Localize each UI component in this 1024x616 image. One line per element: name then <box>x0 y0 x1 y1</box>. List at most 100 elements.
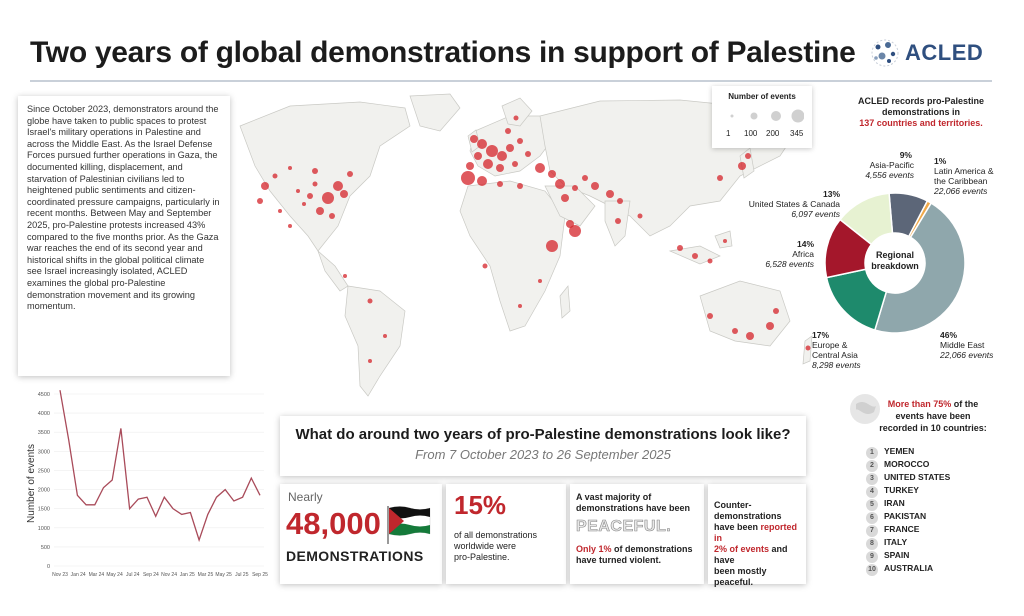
country-list-item: 5 IRAN <box>866 498 905 511</box>
label-asia-pacific-text: Asia-Pacific 4,556 events <box>865 160 914 180</box>
label-us-canada: 13% United States & Canada 6,097 events <box>748 189 840 219</box>
map-legend: Number of events 1 100 200 345 <box>712 86 812 148</box>
counter-text: Counter-demonstrations have been reporte… <box>714 500 798 587</box>
page-title: Two years of global demonstrations in su… <box>30 36 856 69</box>
y-tick-label: 3000 <box>38 449 50 455</box>
map-legend-value-200: 200 <box>766 129 780 138</box>
x-tick-label: May 25 <box>215 572 232 578</box>
map-legend-value-345: 345 <box>790 129 804 138</box>
palestine-flag-icon <box>387 506 431 544</box>
country-list-item: 1 YEMEN <box>866 446 914 459</box>
y-tick-label: 3500 <box>38 430 50 436</box>
rank-badge: 10 <box>866 564 878 576</box>
label-middle-east: 46% Middle East 22,066 events <box>940 330 994 360</box>
country-list-item: 3 UNITED STATES <box>866 472 950 485</box>
rank-badge: 6 <box>866 512 878 524</box>
world-event-map <box>220 86 820 404</box>
x-tick-label: Jan 24 <box>71 572 86 578</box>
card-peaceful: A vast majority of demonstrations have b… <box>570 484 704 584</box>
country-name: IRAN <box>884 498 905 508</box>
big-number: 48,000 <box>286 506 381 541</box>
nearly-label: Nearly <box>288 490 323 504</box>
donut-center-label: Regional breakdown <box>862 250 928 272</box>
series-line <box>59 390 261 543</box>
x-tick-label: Jul 25 <box>235 572 249 578</box>
country-list-item: 10 AUSTRALIA <box>866 563 933 576</box>
x-tick-label: Nov 23 <box>52 572 68 578</box>
x-tick-label: Sep 25 <box>252 572 268 578</box>
rank-badge: 7 <box>866 525 878 537</box>
top10-lead: More than 75% of the events have been re… <box>879 399 987 433</box>
country-list-item: 2 MOROCCO <box>866 459 929 472</box>
country-list-item: 7 FRANCE <box>866 524 919 537</box>
country-list-item: 6 PAKISTAN <box>866 511 926 524</box>
rank-badge: 8 <box>866 538 878 550</box>
country-name: FRANCE <box>884 524 920 534</box>
x-tick-label: Mar 24 <box>89 572 105 578</box>
donut-intro-line2: demonstrations in <box>881 107 960 117</box>
donut-center-line2: breakdown <box>871 261 919 271</box>
pct-description: of all demonstrations worldwide were pro… <box>454 530 538 562</box>
peaceful-word: PEACEFUL. <box>576 518 672 536</box>
monthly-events-line-chart: 0 500 1000 1500 2000 2500 3000 3500 4000 4500 Nov… <box>38 390 268 578</box>
x-tick-label: Jul 24 <box>126 572 140 578</box>
country-name: PAKISTAN <box>884 511 927 521</box>
y-tick-label: 4500 <box>38 392 50 398</box>
y-tick-label: 2500 <box>38 468 50 474</box>
map-legend-value-100: 100 <box>744 129 758 138</box>
acled-globe-icon <box>868 37 902 69</box>
top-countries-box: More than 75% of the events have been re… <box>848 390 1014 586</box>
country-name: TURKEY <box>884 485 919 495</box>
y-tick-label: 500 <box>41 545 50 551</box>
country-name: ITALY <box>884 537 908 547</box>
x-tick-label: Jan 25 <box>180 572 195 578</box>
rank-badge: 1 <box>866 447 878 459</box>
x-tick-label: Nov 24 <box>161 572 177 578</box>
country-name: SPAIN <box>884 550 910 560</box>
question-heading: What do around two years of pro-Palestin… <box>295 426 791 443</box>
donut-intro: ACLED records pro-Palestine demonstratio… <box>826 96 1016 129</box>
label-asia-pacific: 9% <box>899 150 912 160</box>
country-name: UNITED STATES <box>884 472 951 482</box>
x-tick-label: Mar 25 <box>198 572 214 578</box>
card-percentage: 15% of all demonstrations worldwide were… <box>446 484 566 584</box>
country-list-item: 8 ITALY <box>866 537 907 550</box>
map-legend-value-1: 1 <box>726 129 731 138</box>
country-name: MOROCCO <box>884 459 930 469</box>
x-tick-label: Sep 24 <box>143 572 159 578</box>
rank-badge: 2 <box>866 460 878 472</box>
globe-icon <box>850 394 880 424</box>
demonstrations-label: DEMONSTRATIONS <box>286 548 424 564</box>
peaceful-text: A vast majority of demonstrations have b… <box>576 492 691 513</box>
acled-logo-text: ACLED <box>905 40 984 65</box>
country-list-item: 9 SPAIN <box>866 550 909 563</box>
map-legend-title: Number of events <box>728 92 796 101</box>
card-total-demonstrations: Nearly 48,000 DEMONSTRATIONS <box>280 484 442 584</box>
y-tick-label: 0 <box>47 564 50 570</box>
rank-badge: 3 <box>866 473 878 485</box>
donut-center-line1: Regional <box>875 250 914 260</box>
y-tick-label: 2000 <box>38 488 50 494</box>
country-name: AUSTRALIA <box>884 563 934 573</box>
rank-badge: 4 <box>866 486 878 498</box>
rank-badge: 5 <box>866 499 878 511</box>
title-divider <box>30 80 992 82</box>
card-counter-demonstrations: Counter-demonstrations have been reporte… <box>708 484 806 587</box>
donut-intro-line1: ACLED records pro-Palestine <box>857 96 985 106</box>
question-heading-box: What do around two years of pro-Palestin… <box>280 416 806 476</box>
y-axis-label: Number of events <box>25 444 37 523</box>
label-europe: 17% Europe & Central Asia 8,298 events <box>812 330 861 370</box>
donut-intro-highlight: 137 countries and territories. <box>859 118 983 128</box>
intro-paragraph: Since October 2023, demonstrators around… <box>27 104 220 312</box>
regional-donut-chart <box>824 192 966 334</box>
violent-text: Only 1% of demonstrations have turned vi… <box>576 544 693 565</box>
y-tick-label: 4000 <box>38 411 50 417</box>
country-name: YEMEN <box>884 446 915 456</box>
y-tick-label: 1000 <box>38 526 50 532</box>
label-africa: 14% Africa 6,528 events <box>765 239 814 269</box>
pct-value: 15% <box>454 490 507 520</box>
y-tick-label: 1500 <box>38 507 50 513</box>
rank-badge: 9 <box>866 551 878 563</box>
date-range: From 7 October 2023 to 26 September 2025 <box>415 447 671 462</box>
label-latin-america: 1% Latin America & the Caribbean 22,066 … <box>934 156 994 196</box>
